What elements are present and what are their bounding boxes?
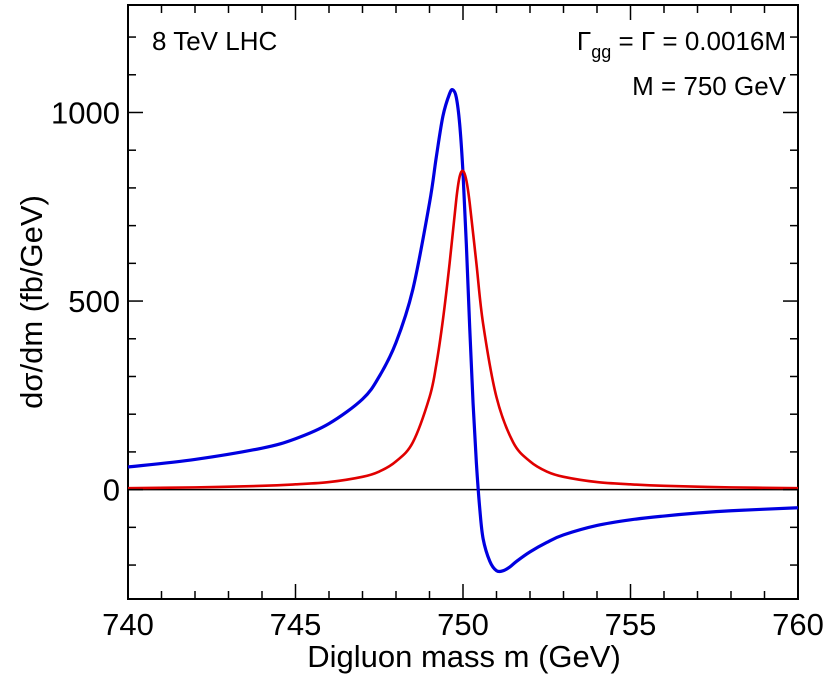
gamma-symbol: Γ (577, 26, 591, 56)
y-axis-title: dσ/dm (fb/GeV) (14, 195, 49, 409)
x-axis-title: Digluon mass m (GeV) (307, 639, 621, 674)
y-tick-label: 0 (103, 473, 120, 508)
width-subscript: gg (591, 42, 611, 62)
x-tick-label: 755 (605, 607, 657, 642)
width-annotation: Γgg = Γ = 0.0016M (577, 26, 786, 62)
width-equation: = Γ = 0.0016M (611, 26, 786, 56)
mass-annotation: M = 750 GeV (632, 71, 787, 101)
x-tick-label: 745 (270, 607, 322, 642)
series-line-interference (127, 87, 799, 574)
y-tick-label: 500 (68, 284, 120, 319)
axis-ticks (127, 5, 799, 599)
collider-annotation: 8 TeV LHC (152, 26, 277, 56)
x-tick-label: 740 (102, 607, 154, 642)
series-line-signal (127, 169, 799, 490)
x-tick-label: 760 (772, 607, 824, 642)
x-tick-label: 750 (437, 607, 489, 642)
y-tick-label: 1000 (51, 95, 120, 130)
